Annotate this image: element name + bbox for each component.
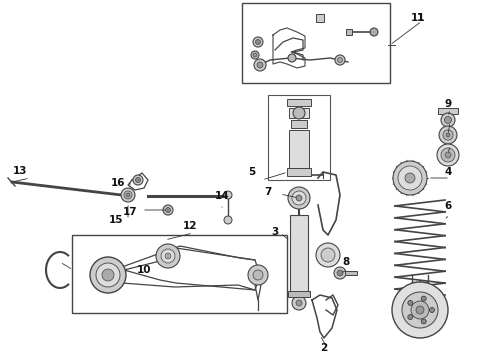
- Circle shape: [133, 175, 143, 185]
- Circle shape: [296, 300, 302, 306]
- Circle shape: [370, 28, 378, 36]
- Text: 16: 16: [111, 178, 125, 188]
- Circle shape: [90, 257, 126, 293]
- Bar: [438, 108, 458, 114]
- Circle shape: [166, 207, 171, 212]
- Text: 14: 14: [215, 191, 229, 201]
- Text: 13: 13: [13, 166, 27, 176]
- Bar: [345, 271, 357, 275]
- Circle shape: [439, 126, 457, 144]
- Circle shape: [292, 296, 306, 310]
- Circle shape: [296, 195, 302, 201]
- Circle shape: [292, 191, 306, 205]
- Circle shape: [393, 161, 427, 195]
- Circle shape: [437, 144, 459, 166]
- Circle shape: [408, 315, 413, 320]
- Bar: [287, 168, 311, 176]
- Circle shape: [446, 133, 450, 137]
- Circle shape: [402, 292, 438, 328]
- Circle shape: [126, 193, 130, 197]
- Bar: [72, 235, 287, 313]
- Circle shape: [421, 296, 426, 301]
- Bar: [316, 14, 324, 22]
- Circle shape: [96, 263, 120, 287]
- Bar: [242, 3, 390, 83]
- Circle shape: [253, 37, 263, 47]
- Circle shape: [255, 40, 261, 45]
- Circle shape: [317, 15, 323, 21]
- Circle shape: [124, 191, 132, 199]
- Bar: [289, 108, 309, 118]
- Text: 2: 2: [320, 343, 328, 353]
- Text: 6: 6: [444, 201, 452, 211]
- Circle shape: [253, 270, 263, 280]
- Circle shape: [316, 243, 340, 267]
- Circle shape: [444, 117, 451, 123]
- Circle shape: [421, 319, 426, 324]
- Circle shape: [121, 188, 135, 202]
- Text: 12: 12: [183, 221, 197, 231]
- Circle shape: [288, 54, 296, 62]
- Text: 5: 5: [248, 167, 256, 177]
- Circle shape: [416, 306, 424, 314]
- Text: 11: 11: [411, 13, 425, 23]
- Circle shape: [102, 269, 114, 281]
- Text: 8: 8: [343, 257, 350, 267]
- Circle shape: [334, 267, 346, 279]
- Bar: [291, 120, 307, 128]
- Circle shape: [321, 248, 335, 262]
- Circle shape: [443, 130, 453, 140]
- Circle shape: [338, 58, 343, 63]
- Circle shape: [163, 205, 173, 215]
- Circle shape: [430, 307, 435, 312]
- Circle shape: [288, 187, 310, 209]
- Bar: [290, 215, 308, 295]
- Circle shape: [335, 55, 345, 65]
- Bar: [288, 291, 310, 297]
- Circle shape: [161, 249, 175, 263]
- Bar: [268, 95, 330, 180]
- Circle shape: [251, 51, 259, 59]
- Text: 7: 7: [264, 187, 271, 197]
- Circle shape: [441, 148, 455, 162]
- Circle shape: [248, 265, 268, 285]
- Text: 10: 10: [137, 265, 151, 275]
- Circle shape: [224, 191, 232, 199]
- Circle shape: [408, 301, 413, 305]
- Circle shape: [441, 113, 455, 127]
- Circle shape: [253, 53, 257, 57]
- Circle shape: [411, 301, 429, 319]
- Bar: [287, 99, 311, 106]
- Circle shape: [405, 173, 415, 183]
- Bar: [289, 130, 309, 168]
- Text: 1: 1: [416, 13, 424, 23]
- Circle shape: [224, 216, 232, 224]
- Circle shape: [156, 244, 180, 268]
- Circle shape: [337, 270, 343, 276]
- Bar: [346, 29, 352, 35]
- Circle shape: [392, 282, 448, 338]
- Circle shape: [254, 59, 266, 71]
- Text: 17: 17: [122, 207, 137, 217]
- Circle shape: [136, 177, 141, 183]
- Text: 4: 4: [444, 167, 452, 177]
- Text: 15: 15: [109, 215, 123, 225]
- Circle shape: [445, 152, 451, 158]
- Circle shape: [293, 107, 305, 119]
- Circle shape: [165, 253, 171, 259]
- Text: 9: 9: [444, 99, 452, 109]
- Circle shape: [398, 166, 422, 190]
- Circle shape: [257, 62, 263, 68]
- Text: 3: 3: [271, 227, 279, 237]
